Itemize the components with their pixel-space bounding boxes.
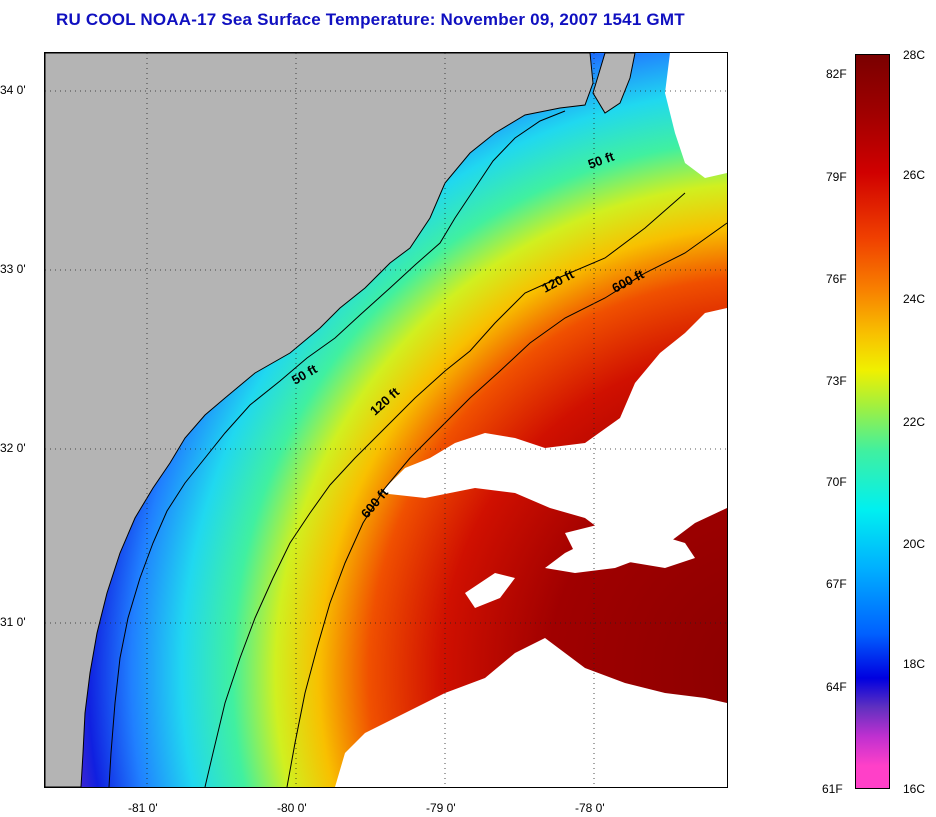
sst-map-canvas: 50 ft 120 ft 600 ft 50 ft 120 ft 600 ft bbox=[45, 53, 727, 787]
cloud-mask-east bbox=[380, 308, 727, 573]
colorbar-c-label: 16C bbox=[903, 782, 926, 796]
colorbar-c-label: 24C bbox=[903, 292, 926, 306]
lat-label: 32 0' bbox=[0, 441, 26, 455]
colorbar-c-label: 22C bbox=[903, 415, 926, 429]
land-cape bbox=[592, 53, 636, 114]
colorbar-c-label: 18C bbox=[903, 657, 926, 671]
colorbar-c-label: 28C bbox=[903, 48, 926, 62]
colorbar-c-label: 26C bbox=[903, 168, 926, 182]
colorbar-f-label: 76F bbox=[826, 272, 847, 286]
colorbar-f-label: 70F bbox=[826, 475, 847, 489]
land-mass bbox=[45, 53, 594, 787]
colorbar-f-label: 67F bbox=[826, 577, 847, 591]
cloud-mask-north bbox=[665, 53, 727, 178]
lon-label: -79 0' bbox=[426, 801, 456, 815]
cloud-patch-south bbox=[465, 573, 515, 608]
lat-label: 34 0' bbox=[0, 83, 26, 97]
sst-map[interactable]: 50 ft 120 ft 600 ft 50 ft 120 ft 600 ft bbox=[44, 52, 728, 788]
lon-label: -81 0' bbox=[128, 801, 158, 815]
lat-label: 31 0' bbox=[0, 615, 26, 629]
lat-label: 33 0' bbox=[0, 262, 26, 276]
cloud-patch-center bbox=[565, 523, 695, 568]
lon-label: -80 0' bbox=[277, 801, 307, 815]
colorbar-f-label: 61F bbox=[822, 782, 843, 796]
isobath-120ft bbox=[204, 192, 686, 787]
lon-label: -78 0' bbox=[575, 801, 605, 815]
colorbar-f-label: 73F bbox=[826, 374, 847, 388]
colorbar-f-label: 79F bbox=[826, 170, 847, 184]
colorbar-f-label: 64F bbox=[826, 680, 847, 694]
graticule bbox=[45, 53, 727, 787]
isobath-50ft bbox=[108, 110, 566, 787]
cloud-mask-south bbox=[335, 638, 727, 787]
colorbar-c-label: 20C bbox=[903, 537, 926, 551]
temperature-colorbar bbox=[855, 54, 890, 789]
isobath-600ft bbox=[286, 222, 727, 787]
colorbar-f-label: 82F bbox=[826, 67, 847, 81]
chart-title: RU COOL NOAA-17 Sea Surface Temperature:… bbox=[56, 10, 685, 29]
